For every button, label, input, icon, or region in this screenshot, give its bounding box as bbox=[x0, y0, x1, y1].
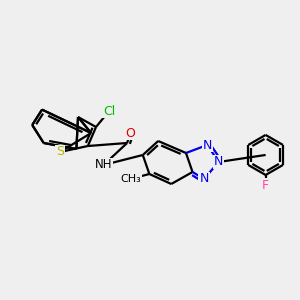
Text: S: S bbox=[56, 146, 64, 158]
Text: O: O bbox=[125, 127, 135, 140]
Text: F: F bbox=[262, 179, 269, 192]
Text: N: N bbox=[199, 172, 209, 185]
Text: N: N bbox=[214, 155, 224, 169]
Text: CH₃: CH₃ bbox=[120, 174, 141, 184]
Text: NH: NH bbox=[95, 158, 112, 172]
Text: N: N bbox=[202, 139, 212, 152]
Text: Cl: Cl bbox=[103, 104, 115, 118]
